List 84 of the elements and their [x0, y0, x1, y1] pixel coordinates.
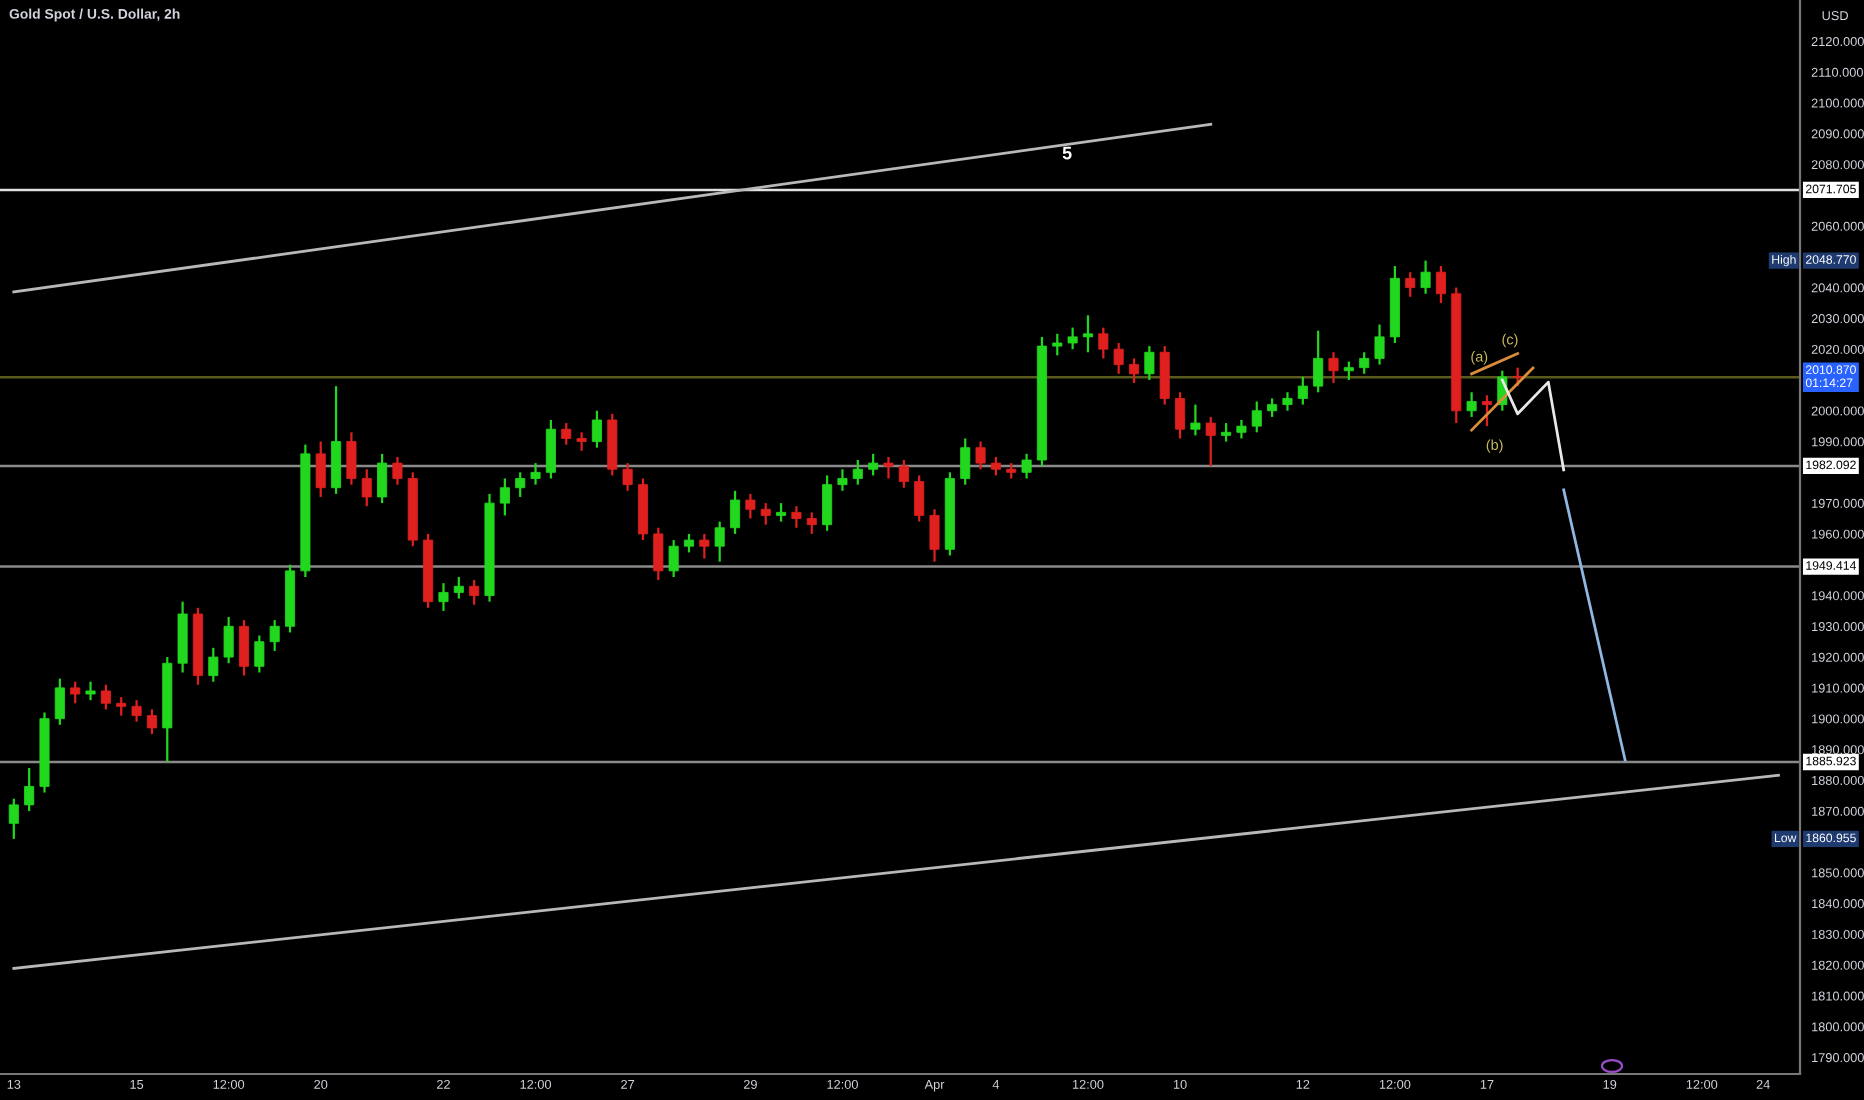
candlestick [100, 683, 111, 711]
candlestick [1297, 375, 1308, 406]
candlestick [85, 680, 96, 702]
candlestick [1144, 344, 1155, 382]
candlestick [975, 440, 986, 471]
candlestick [1512, 366, 1523, 388]
candlestick [146, 708, 157, 736]
candlestick [238, 619, 250, 677]
candlestick [730, 489, 741, 536]
candlestick [653, 526, 664, 582]
candlestick [1021, 452, 1032, 480]
candlestick [1435, 264, 1446, 305]
candlestick [208, 646, 219, 683]
candlestick [714, 520, 725, 563]
candlestick [24, 766, 35, 813]
candlestick [1374, 323, 1385, 366]
candlestick [1282, 391, 1293, 412]
candlestick [852, 458, 863, 486]
candlestick [591, 409, 602, 449]
candlestick [760, 502, 771, 526]
candlestick [1420, 259, 1431, 295]
candlestick [1205, 415, 1216, 468]
candlestick [1098, 326, 1109, 360]
candlestick [868, 452, 879, 477]
candlestick [1236, 418, 1247, 440]
candlestick [745, 492, 756, 520]
candlestick [1159, 344, 1170, 406]
candlestick [515, 471, 526, 499]
candlestick [822, 474, 833, 532]
candlestick [576, 431, 587, 452]
candlestick [377, 452, 388, 505]
candlestick [54, 677, 65, 726]
candlestick [438, 582, 449, 613]
candlestick [960, 437, 971, 486]
candlestick [1067, 326, 1078, 351]
candlestick [1190, 403, 1201, 437]
candlestick [331, 385, 342, 495]
candlestick [469, 579, 480, 606]
candlestick [392, 455, 403, 486]
candlestick [1052, 332, 1063, 357]
annotation: 5 [1062, 146, 1072, 160]
candlestick [1343, 360, 1354, 382]
candlestick [545, 418, 556, 480]
candlestick [883, 455, 894, 480]
candlestick [1328, 351, 1339, 385]
candlestick [499, 477, 510, 517]
candlestick [1128, 357, 1140, 385]
candlestick [346, 431, 357, 486]
candlestick [1313, 329, 1324, 394]
candlestick [914, 474, 925, 523]
candlestick [837, 468, 848, 492]
candlestick [898, 458, 909, 489]
candlestick [131, 699, 142, 723]
candlestick [223, 615, 234, 665]
line-series [1500, 378, 1566, 472]
candlestick [929, 508, 940, 563]
candlestick [791, 505, 802, 529]
candlestick [1481, 394, 1492, 428]
candlestick [699, 532, 710, 560]
candlestick [1175, 391, 1186, 440]
candlestick [1113, 341, 1124, 375]
candlestick [668, 538, 679, 579]
candlestick [1466, 391, 1477, 419]
candlestick [1405, 271, 1416, 298]
candlestick [530, 461, 541, 486]
candlestick [269, 619, 280, 653]
candlestick [1267, 397, 1278, 419]
candlestick [1221, 421, 1232, 443]
candlestick [683, 532, 695, 554]
candlestick [1251, 400, 1262, 434]
candlestick [116, 696, 127, 717]
candlestick [453, 575, 464, 600]
candlestick [622, 461, 633, 492]
candlestick [990, 455, 1001, 477]
candlestick [254, 634, 265, 674]
candlestick [315, 440, 326, 499]
candlestick [806, 511, 817, 536]
candlestick [561, 421, 572, 446]
candlestick [1359, 351, 1370, 375]
candlestick [361, 468, 372, 508]
candlestick [1082, 314, 1093, 354]
candlestick [8, 797, 19, 840]
candlestick [70, 680, 81, 705]
candlestick [776, 502, 787, 523]
